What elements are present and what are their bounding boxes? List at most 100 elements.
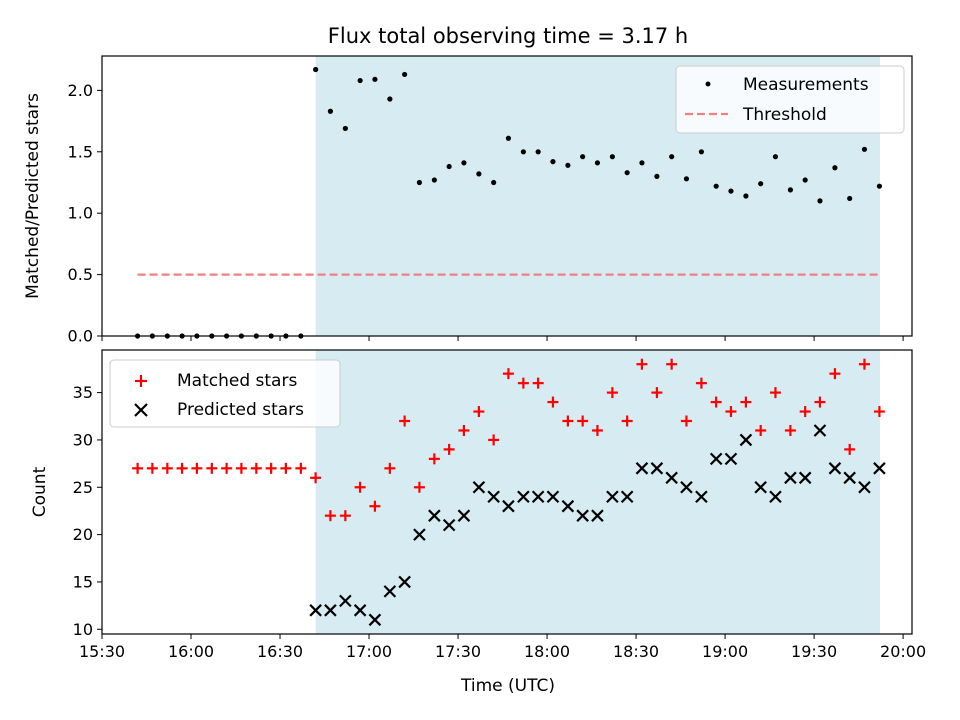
measurement-point — [550, 159, 556, 165]
x-axis-label: Time (UTC) — [460, 676, 555, 696]
matched-star-point — [844, 443, 856, 455]
x-tick-label: 18:30 — [613, 642, 659, 661]
predicted-star-point — [339, 594, 352, 608]
bottom-y-tick-label: 25 — [73, 478, 93, 497]
bottom-y-tick-label: 30 — [73, 430, 93, 449]
bottom-shaded-span — [315, 350, 880, 634]
top-y-tick-label: 2.0 — [68, 81, 93, 100]
chart-title: Flux total observing time = 3.17 h — [328, 24, 688, 48]
measurement-point — [772, 154, 779, 160]
measurement-point — [832, 165, 838, 171]
matched-star-point — [265, 462, 277, 474]
measurement-point — [713, 183, 719, 189]
matched-star-point — [740, 396, 752, 408]
x-tick-label: 19:30 — [791, 642, 837, 661]
top-axes-frame — [101, 55, 913, 337]
measurement-point — [624, 170, 630, 176]
predicted-star-point — [724, 452, 738, 466]
measurement-point — [654, 173, 660, 179]
predicted-star-point — [457, 509, 471, 522]
measurement-point — [535, 149, 541, 155]
measurement-point — [327, 108, 334, 114]
x-tick-label: 16:00 — [168, 642, 214, 661]
matched-star-point — [191, 462, 203, 474]
bottom-y-tick-label: 15 — [73, 572, 93, 591]
x-tick-label: 19:00 — [702, 642, 748, 661]
measurement-point — [505, 135, 512, 141]
predicted-star-point — [531, 490, 545, 504]
matched-star-point — [235, 462, 247, 474]
matched-star-point — [636, 358, 648, 370]
legend-measurements-label: Measurements — [743, 75, 869, 95]
matched-star-point — [517, 377, 529, 389]
predicted-star-point — [442, 518, 456, 532]
predicted-star-point — [324, 604, 337, 617]
predicted-star-point — [843, 471, 856, 485]
predicted-star-point — [561, 499, 575, 513]
matched-star-point — [280, 462, 292, 474]
predicted-star-point — [428, 509, 441, 522]
measurement-point — [520, 149, 526, 155]
predicted-star-point — [413, 528, 426, 541]
predicted-star-point — [858, 480, 871, 494]
measurement-point — [669, 154, 675, 160]
matched-star-point — [799, 406, 811, 418]
predicted-star-point — [709, 452, 723, 466]
measurement-point — [876, 183, 883, 189]
legend-predicted-label: Predicted stars — [177, 400, 304, 420]
predicted-star-point — [606, 490, 619, 504]
measurement-point — [313, 66, 319, 73]
measurement-point — [758, 181, 764, 187]
legend-measurements-marker — [705, 81, 711, 87]
measurement-point — [416, 179, 423, 186]
matched-star-point — [132, 462, 144, 474]
predicted-star-point — [383, 585, 397, 598]
top-x-ticks — [101, 336, 904, 341]
matched-star-point — [295, 462, 307, 474]
x-tick-label: 20:00 — [880, 642, 926, 661]
measurement-point — [580, 154, 586, 160]
predicted-star-point — [665, 471, 678, 485]
matched-star-point — [443, 443, 455, 455]
bottom-axes: 10 15 20 25 30 35 15:30 16:00 16:30 17:00 17:30 18… — [30, 349, 926, 696]
predicted-star-point — [368, 613, 382, 627]
measurement-point — [743, 193, 749, 199]
measurement-point — [594, 160, 601, 166]
matched-star-point — [339, 510, 351, 522]
predicted-star-point — [813, 424, 827, 437]
matched-star-point — [310, 472, 322, 484]
top-y-ticks: 0.0 0.5 1.0 1.5 2.0 — [68, 81, 102, 346]
predicted-star-point — [309, 604, 322, 617]
measurement-point — [357, 77, 363, 84]
x-tick-label: 18:00 — [524, 642, 570, 661]
matched-star-point — [488, 434, 500, 446]
bottom-legend-box — [109, 359, 341, 428]
matched-star-point — [814, 396, 826, 408]
bottom-y-tick-label: 10 — [73, 620, 93, 639]
matched-star-point — [146, 462, 158, 474]
x-tick-label: 16:30 — [257, 642, 303, 661]
matched-star-point — [458, 424, 470, 436]
bottom-y-tick-label: 35 — [73, 383, 93, 402]
measurement-point — [728, 188, 734, 194]
predicted-star-point — [517, 490, 530, 504]
measurement-point — [387, 96, 393, 102]
bottom-axes-frame — [101, 349, 913, 635]
matched-star-point — [413, 481, 425, 493]
bottom-y-tick-label: 20 — [73, 525, 93, 544]
measurement-point — [639, 160, 645, 166]
top-points-layer — [135, 66, 883, 339]
matched-star-point — [680, 415, 692, 427]
predicted-star-point — [695, 490, 708, 504]
matched-star-point — [221, 462, 233, 474]
predicted-star-point — [576, 509, 589, 522]
matched-star-point — [532, 377, 544, 389]
top-axes: 0.00.51.01.52.0 Matched/Predicted stars … — [23, 55, 913, 346]
top-y-tick-label: 1.0 — [68, 204, 93, 223]
top-y-tick-label: 0.0 — [68, 327, 93, 346]
measurement-point — [847, 195, 853, 202]
matched-star-point — [399, 415, 411, 427]
predicted-star-point — [546, 490, 560, 504]
predicted-star-point — [487, 490, 500, 504]
